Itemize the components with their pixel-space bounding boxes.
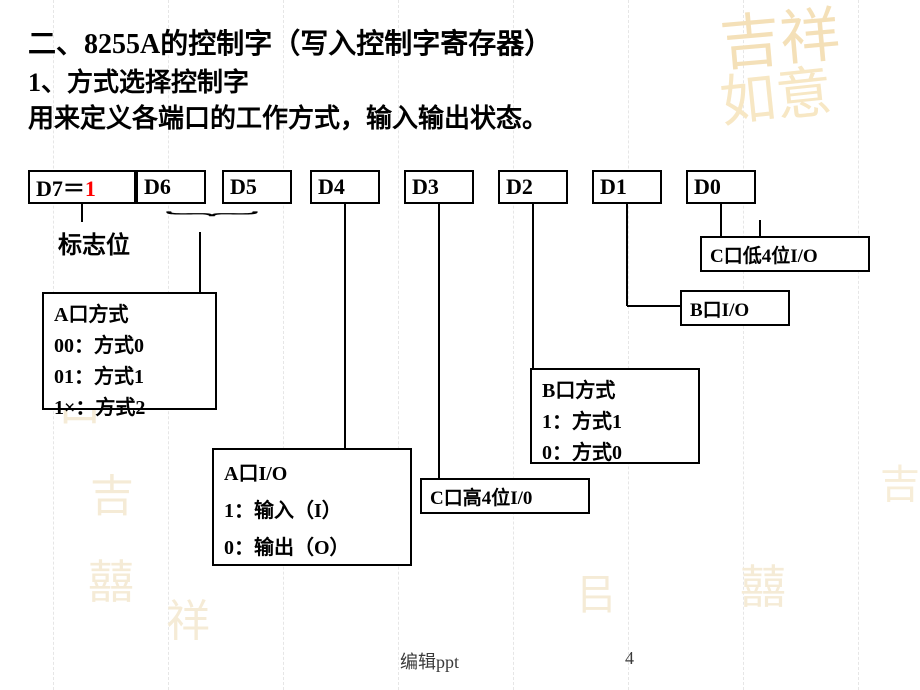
box-b-mode-l1: 1：方式1 bbox=[542, 407, 688, 438]
bit-d1-label: D1 bbox=[600, 174, 627, 200]
bit-d5: D5 bbox=[222, 170, 292, 204]
bit-d0-label: D0 bbox=[694, 174, 721, 200]
bit-d4: D4 bbox=[310, 170, 380, 204]
bit-d2-label: D2 bbox=[506, 174, 533, 200]
guide-line bbox=[858, 0, 859, 690]
footer-label: 编辑ppt bbox=[400, 648, 459, 674]
box-a-io-l2: 0：输出（O） bbox=[224, 530, 400, 567]
bit-d7: D7＝1 bbox=[28, 170, 136, 204]
watermark-glyph: 吉 bbox=[880, 465, 920, 505]
watermark-glyph: 祥 bbox=[166, 600, 210, 644]
brace-icon: ︸ bbox=[164, 206, 260, 232]
slide-stage: 吉祥如意㠯吉囍祥㠯囍吉 二、8255A的控制字（写入控制字寄存器） 1、方式选择… bbox=[0, 0, 920, 690]
box-b-mode: B口方式 1：方式1 0：方式0 bbox=[530, 368, 700, 464]
box-b-mode-l2: 0：方式0 bbox=[542, 438, 688, 469]
footer-page-number: 4 bbox=[625, 648, 634, 669]
box-b-mode-l0: B口方式 bbox=[542, 376, 688, 407]
bit-d1: D1 bbox=[592, 170, 662, 204]
box-c-low: C口低4位I/O bbox=[700, 236, 870, 272]
bit-d4-label: D4 bbox=[318, 174, 345, 200]
box-a-mode-l3: 1×：方式2 bbox=[54, 393, 205, 424]
watermark-glyph: 如意 bbox=[717, 64, 834, 131]
box-c-high: C口高4位I/0 bbox=[420, 478, 590, 514]
box-a-mode-l2: 01：方式1 bbox=[54, 362, 205, 393]
guide-line bbox=[628, 0, 629, 690]
watermark-glyph: 吉 bbox=[90, 475, 134, 519]
bit-d0: D0 bbox=[686, 170, 756, 204]
heading-2: 1、方式选择控制字 bbox=[28, 62, 249, 99]
watermark-glyph: 㠯 bbox=[575, 575, 617, 617]
flag-bit-label: 标志位 bbox=[58, 225, 130, 260]
bit-d6-label: D6 bbox=[144, 174, 171, 200]
box-b-io: B口I/O bbox=[680, 290, 790, 326]
box-a-io-l1: 1：输入（I） bbox=[224, 493, 400, 530]
box-c-high-text: C口高4位I/0 bbox=[430, 488, 532, 509]
box-c-low-text: C口低4位I/O bbox=[710, 246, 818, 267]
box-a-mode-l0: A口方式 bbox=[54, 300, 205, 331]
bit-d7-pre: D7＝ bbox=[36, 176, 85, 201]
watermark-glyph: 囍 bbox=[88, 560, 134, 606]
heading-3: 用来定义各端口的工作方式，输入输出状态。 bbox=[28, 98, 548, 135]
bit-d5-label: D5 bbox=[230, 174, 257, 200]
bit-d7-val: 1 bbox=[85, 176, 96, 201]
bit-d3: D3 bbox=[404, 170, 474, 204]
box-a-io: A口I/O 1：输入（I） 0：输出（O） bbox=[212, 448, 412, 566]
bit-d3-label: D3 bbox=[412, 174, 439, 200]
box-a-mode-l1: 00：方式0 bbox=[54, 331, 205, 362]
box-a-mode: A口方式 00：方式0 01：方式1 1×：方式2 bbox=[42, 292, 217, 410]
box-b-io-text: B口I/O bbox=[690, 300, 749, 321]
watermark-glyph: 囍 bbox=[740, 565, 786, 611]
bit-d2: D2 bbox=[498, 170, 568, 204]
heading-1: 二、8255A的控制字（写入控制字寄存器） bbox=[28, 22, 552, 62]
box-a-io-l0: A口I/O bbox=[224, 456, 400, 493]
bit-d6: D6 bbox=[136, 170, 206, 204]
